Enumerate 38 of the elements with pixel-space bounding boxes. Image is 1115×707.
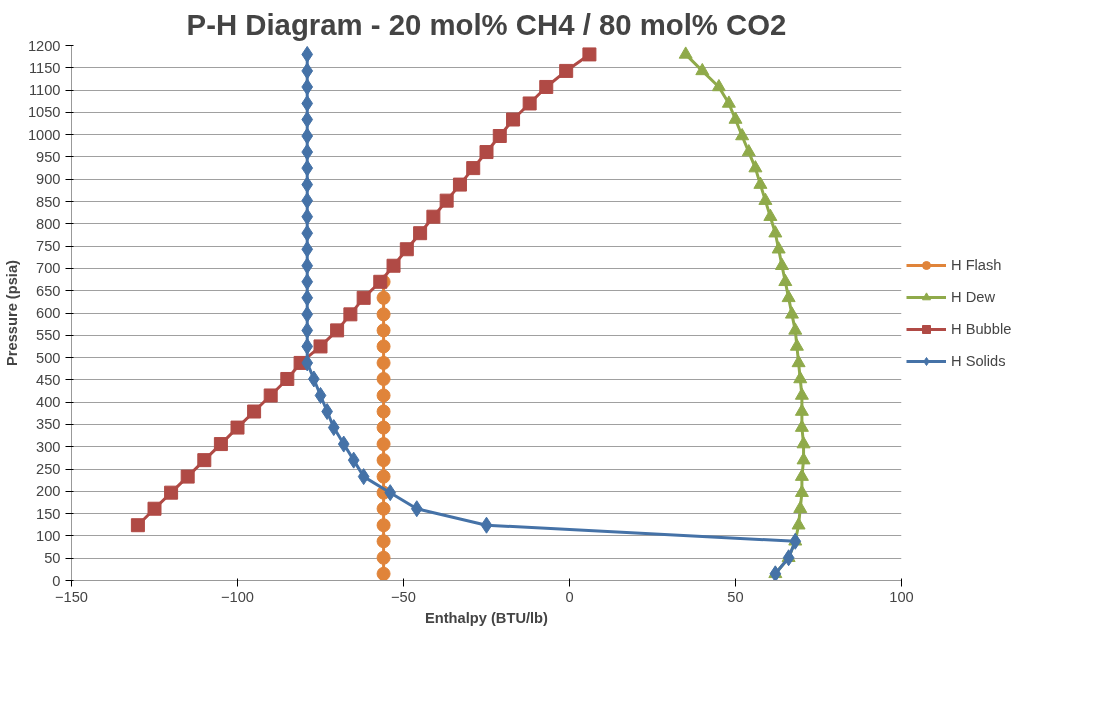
y-tick-label: 150 (36, 505, 61, 522)
y-tick-label: 450 (36, 371, 61, 388)
y-tick-label: 1000 (27, 126, 61, 143)
legend-label: H Flash (951, 256, 1002, 273)
x-tick-label: −50 (391, 588, 416, 605)
y-tick-label: 500 (36, 349, 61, 366)
y-tick-label: 650 (36, 282, 61, 299)
y-tick-label: 1200 (27, 37, 61, 54)
y-tick-label: 400 (36, 394, 61, 411)
legend-label: H Solids (951, 352, 1006, 369)
y-tick-label: 550 (36, 327, 61, 344)
y-tick-label: 700 (36, 260, 61, 277)
y-tick-label: 50 (44, 550, 61, 567)
y-tick-label: 1050 (27, 104, 61, 121)
y-tick-label: 950 (36, 148, 61, 165)
x-tick-label: 100 (889, 588, 914, 605)
x-tick-label: −150 (54, 588, 89, 605)
legend-label: H Dew (951, 288, 995, 305)
y-tick-label: 300 (36, 438, 61, 455)
y-tick-label: 350 (36, 416, 61, 433)
y-tick-label: 0 (52, 572, 61, 589)
y-axis-title: Pressure (psia) (3, 259, 20, 366)
y-tick-label: 750 (36, 238, 61, 255)
x-tick-label: 50 (727, 588, 744, 605)
x-tick-label: 0 (565, 588, 574, 605)
y-tick-label: 900 (36, 171, 61, 188)
x-tick-label: −100 (220, 588, 255, 605)
y-tick-label: 1100 (28, 82, 61, 99)
y-tick-label: 100 (36, 527, 61, 544)
y-tick-label: 200 (36, 483, 61, 500)
y-tick-label: 250 (36, 461, 61, 478)
chart-title: P-H Diagram - 20 mol% CH4 / 80 mol% CO2 (186, 7, 787, 41)
legend-label: H Bubble (951, 320, 1012, 337)
y-tick-label: 800 (36, 215, 61, 232)
x-axis-title: Enthalpy (BTU/lb) (425, 609, 549, 626)
y-tick-label: 1150 (28, 59, 61, 76)
y-tick-label: 850 (36, 193, 61, 210)
y-tick-label: 600 (36, 305, 61, 321)
